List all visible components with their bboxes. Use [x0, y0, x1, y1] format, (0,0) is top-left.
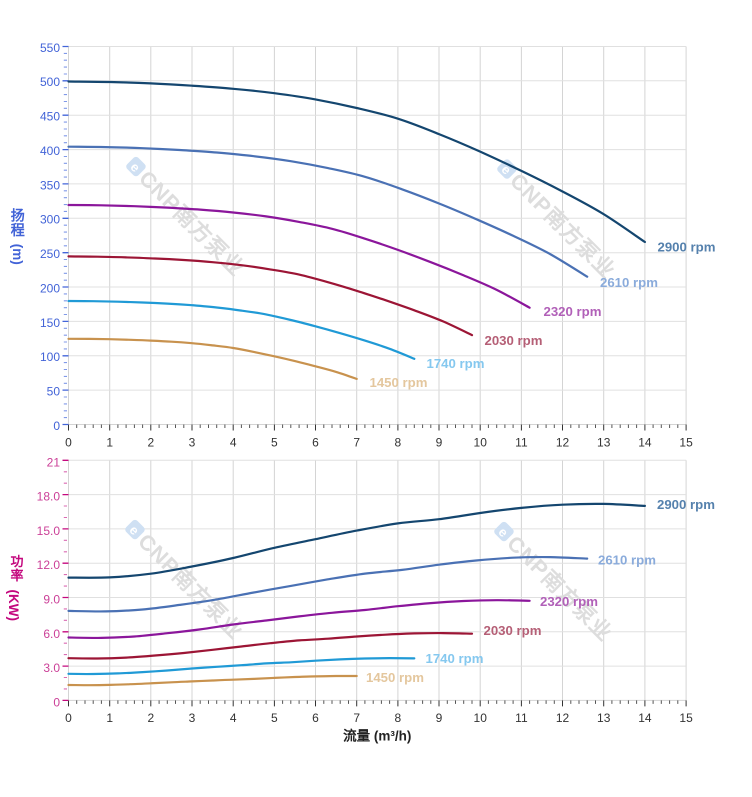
svg-text:9: 9 [436, 711, 443, 725]
svg-text:2: 2 [147, 436, 154, 450]
svg-text:15.0: 15.0 [37, 524, 61, 538]
svg-text:0: 0 [53, 695, 60, 709]
svg-text:10: 10 [474, 711, 488, 725]
svg-text:4: 4 [230, 436, 237, 450]
svg-text:11: 11 [515, 711, 528, 725]
svg-text:2610 rpm: 2610 rpm [600, 275, 658, 290]
svg-text:8: 8 [395, 436, 402, 450]
svg-text:14: 14 [638, 711, 652, 725]
svg-text:0: 0 [53, 419, 60, 433]
svg-text:14: 14 [638, 436, 652, 450]
svg-text:2030 rpm: 2030 rpm [485, 333, 543, 348]
svg-text:(m): (m) [10, 244, 25, 265]
svg-text:12: 12 [556, 436, 570, 450]
svg-text:程: 程 [11, 222, 25, 238]
svg-text:400: 400 [40, 144, 60, 158]
svg-text:15: 15 [679, 711, 693, 725]
svg-text:0: 0 [65, 711, 72, 725]
svg-text:350: 350 [40, 178, 60, 192]
svg-text:率: 率 [10, 568, 23, 583]
svg-text:3: 3 [189, 711, 196, 725]
svg-text:21: 21 [47, 455, 61, 469]
svg-text:13: 13 [597, 436, 611, 450]
svg-text:2320 rpm: 2320 rpm [540, 594, 598, 609]
svg-text:15: 15 [679, 436, 693, 450]
svg-text:1450 rpm: 1450 rpm [370, 375, 428, 390]
svg-text:250: 250 [40, 247, 60, 261]
svg-text:18.0: 18.0 [37, 490, 61, 504]
svg-text:100: 100 [40, 350, 60, 364]
svg-text:6: 6 [312, 711, 319, 725]
svg-text:2900 rpm: 2900 rpm [657, 497, 715, 512]
svg-text:功: 功 [10, 554, 23, 569]
svg-text:5: 5 [271, 436, 278, 450]
svg-text:7: 7 [353, 711, 360, 725]
svg-text:6.0: 6.0 [43, 627, 60, 641]
svg-text:2: 2 [147, 711, 154, 725]
svg-text:6: 6 [312, 436, 319, 450]
svg-text:7: 7 [353, 436, 360, 450]
svg-text:4: 4 [230, 711, 237, 725]
svg-text:12.0: 12.0 [37, 558, 61, 572]
svg-text:3: 3 [189, 436, 196, 450]
svg-text:0: 0 [65, 436, 72, 450]
svg-text:1450 rpm: 1450 rpm [366, 670, 424, 685]
svg-text:13: 13 [597, 711, 611, 725]
svg-text:1740 rpm: 1740 rpm [426, 651, 484, 666]
svg-text:500: 500 [40, 75, 60, 89]
svg-text:12: 12 [556, 711, 570, 725]
svg-text:流量 (m³/h): 流量 (m³/h) [343, 728, 411, 744]
svg-text:3.0: 3.0 [43, 661, 60, 675]
svg-text:8: 8 [395, 711, 402, 725]
svg-text:1: 1 [106, 711, 113, 725]
svg-text:200: 200 [40, 281, 60, 295]
svg-text:550: 550 [40, 41, 60, 55]
svg-text:(KW): (KW) [6, 590, 21, 621]
svg-text:300: 300 [40, 213, 60, 227]
svg-text:10: 10 [474, 436, 488, 450]
svg-text:5: 5 [271, 711, 278, 725]
svg-text:9: 9 [436, 436, 443, 450]
svg-text:11: 11 [515, 436, 528, 450]
svg-text:2030 rpm: 2030 rpm [484, 623, 542, 638]
svg-text:50: 50 [47, 385, 61, 399]
svg-text:450: 450 [40, 110, 60, 124]
svg-text:扬: 扬 [11, 207, 25, 223]
svg-text:2900 rpm: 2900 rpm [658, 240, 716, 255]
svg-text:1: 1 [106, 436, 113, 450]
svg-text:2610 rpm: 2610 rpm [598, 553, 656, 568]
svg-text:1740 rpm: 1740 rpm [427, 356, 485, 371]
svg-text:2320 rpm: 2320 rpm [544, 304, 602, 319]
svg-text:9.0: 9.0 [43, 593, 60, 607]
svg-text:150: 150 [40, 316, 60, 330]
